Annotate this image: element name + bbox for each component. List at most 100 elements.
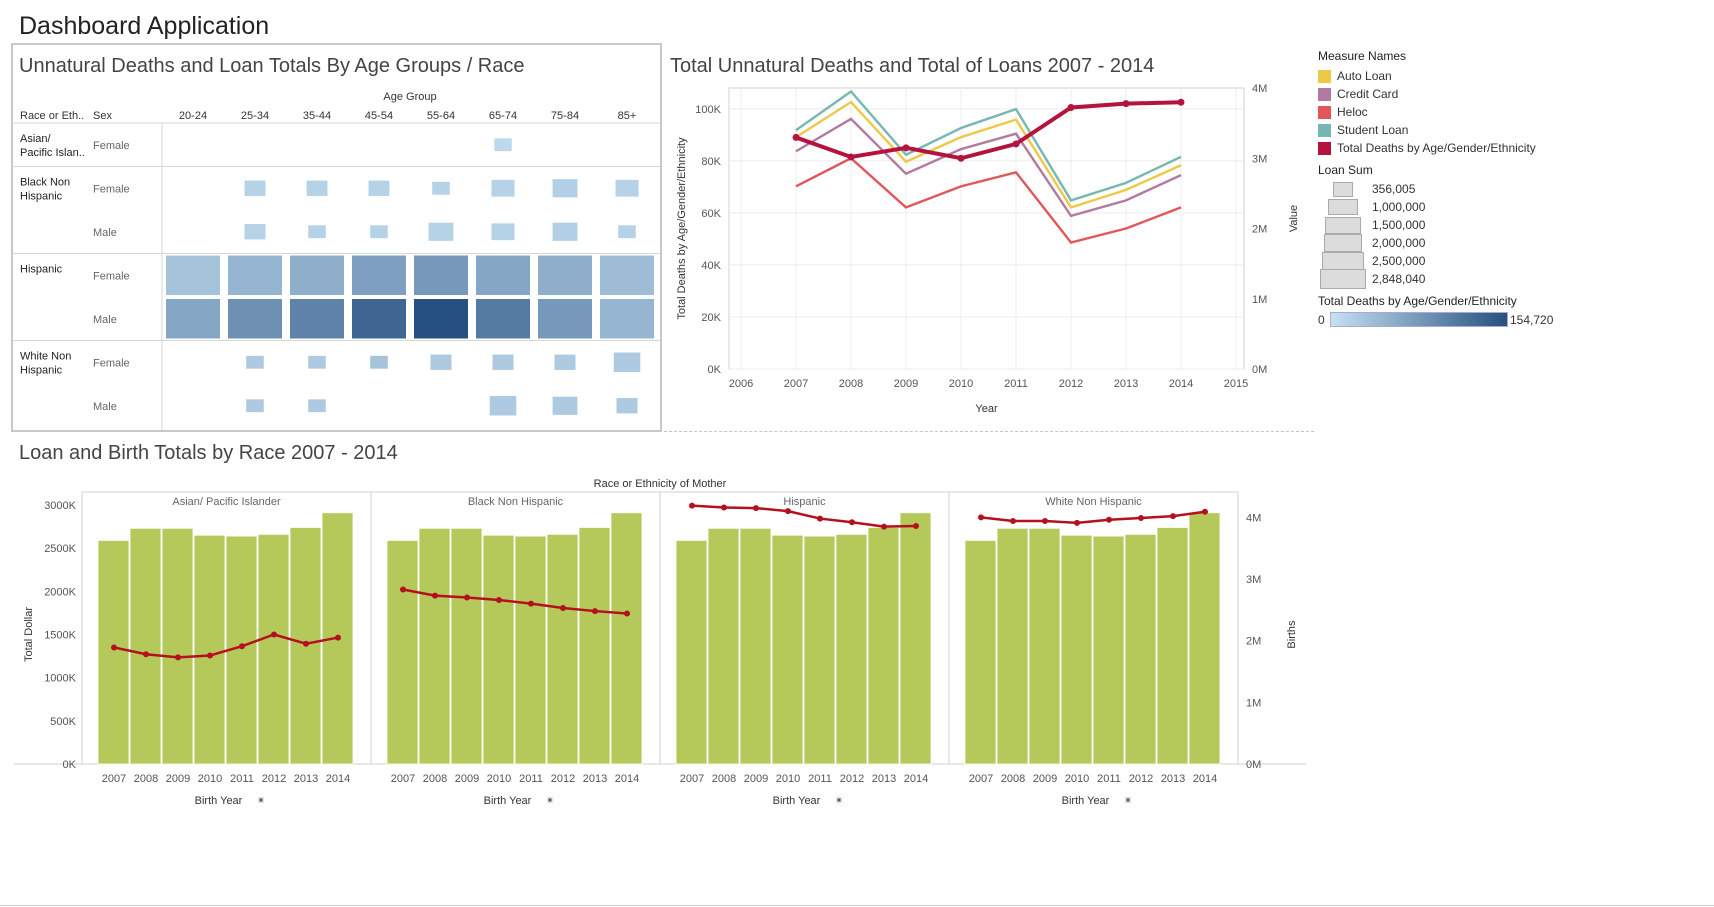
legend-label: Student Loan xyxy=(1337,123,1409,137)
pin-icon[interactable]: ✴ xyxy=(835,795,844,807)
color-legend[interactable]: 0 154,720 xyxy=(1318,312,1558,327)
x-tick-label: 2007 xyxy=(784,378,808,390)
size-legend-item: 2,500,000 xyxy=(1318,251,1558,271)
bar xyxy=(1060,534,1093,765)
x-tick-label: 2007 xyxy=(391,773,415,785)
heatmap-cell xyxy=(228,255,282,295)
series-point xyxy=(957,154,965,162)
size-legend-box xyxy=(1333,181,1353,197)
births-point xyxy=(624,610,630,617)
heatmap-cell xyxy=(368,180,390,196)
x-tick-label: 2013 xyxy=(294,773,318,785)
race-label: Hispanic xyxy=(20,191,63,203)
bar xyxy=(1188,512,1221,765)
line-chart-svg[interactable]: 0K 20K 40K 60K 80K 100K 0M 1M 2M 3M 4M 2006 2007 2008… xyxy=(665,84,1315,429)
age-group-header: Age Group xyxy=(383,91,436,103)
series-line xyxy=(795,89,1182,202)
heatmap-cell xyxy=(290,255,344,295)
y-tick-label: 100K xyxy=(695,104,721,116)
heatmap-cell xyxy=(308,355,326,369)
x-tick-label: 2010 xyxy=(487,773,511,785)
heatmap-cell xyxy=(308,399,326,413)
x-tick-label: 2011 xyxy=(519,773,543,785)
heatmap-cell xyxy=(538,255,592,295)
y-tick-label: 3000K xyxy=(44,500,76,512)
heatmap-cell xyxy=(414,255,468,295)
births-point xyxy=(239,643,245,650)
births-point xyxy=(753,505,759,512)
y2-tick-label: 2M xyxy=(1246,636,1261,648)
heatmap-panel[interactable] xyxy=(11,43,662,432)
x-tick-label: 2013 xyxy=(872,773,896,785)
bottom-edge xyxy=(0,905,1714,906)
heatmap-cell xyxy=(244,224,266,240)
series-point xyxy=(902,144,910,152)
x-tick-label: 2007 xyxy=(102,773,126,785)
bar xyxy=(97,539,130,765)
x-tick-label: 2008 xyxy=(712,773,736,785)
bar xyxy=(771,534,804,765)
bar xyxy=(835,533,868,765)
sex-column-header: Sex xyxy=(93,110,112,122)
bar xyxy=(546,533,579,765)
x-tick-label: 2009 xyxy=(1033,773,1057,785)
size-legend-item: 2,848,040 xyxy=(1318,269,1558,289)
y-tick-label: 20K xyxy=(701,312,721,324)
births-point xyxy=(913,522,919,529)
bar xyxy=(257,533,290,765)
x-tick-label: 2008 xyxy=(839,378,863,390)
sex-label: Male xyxy=(93,227,117,239)
measure-legend-item[interactable]: Auto Loan xyxy=(1318,67,1558,85)
pin-icon[interactable]: ✴ xyxy=(1124,795,1133,807)
size-legend[interactable]: 356,005 1,000,000 1,500,000 2,000,000 2,500,… xyxy=(1318,180,1558,289)
measure-legend-item[interactable]: Student Loan xyxy=(1318,121,1558,139)
births-point xyxy=(1074,519,1080,526)
pin-icon[interactable]: ✴ xyxy=(257,795,266,807)
bar xyxy=(1092,535,1125,765)
size-legend-item: 1,000,000 xyxy=(1318,198,1558,216)
pin-icon[interactable]: ✴ xyxy=(546,795,555,807)
y-tick-label: 1000K xyxy=(44,673,76,685)
heatmap-svg[interactable]: Age Group Race or Eth.. Sex 20-24 25-34 35-44… xyxy=(12,86,660,430)
x-tick-label: 2014 xyxy=(615,773,639,785)
births-point xyxy=(143,651,149,658)
births-point xyxy=(721,504,727,511)
measure-legend-item[interactable]: Heloc xyxy=(1318,103,1558,121)
births-point xyxy=(689,502,695,509)
size-legend-box xyxy=(1325,216,1361,234)
y-tick-label: 60K xyxy=(701,208,721,220)
section-divider xyxy=(664,431,1314,432)
group-axis-label: Race or Ethnicity of Mother xyxy=(594,478,727,490)
bar xyxy=(482,534,515,765)
x-tick-label: 2011 xyxy=(1004,378,1028,390)
x-tick-label: 2012 xyxy=(1129,773,1153,785)
race-label: Hispanic xyxy=(20,365,63,377)
bar-chart-svg[interactable]: Race or Ethnicity of Mother 0K 500K 1000K 15… xyxy=(12,472,1312,817)
births-point xyxy=(464,594,470,601)
measure-legend-item[interactable]: Credit Card xyxy=(1318,85,1558,103)
measure-legend[interactable]: Auto Loan Credit Card Heloc Student Loan Tot… xyxy=(1318,67,1558,157)
heatmap-cell xyxy=(432,181,450,195)
size-legend-label: 2,500,000 xyxy=(1372,254,1426,268)
bar xyxy=(386,539,419,765)
heatmap-cell xyxy=(246,355,264,369)
bar xyxy=(899,512,932,765)
bar xyxy=(193,534,226,765)
heatmap-cell xyxy=(491,223,515,241)
legend-panel: Measure Names Auto Loan Credit Card Heloc S… xyxy=(1318,49,1558,327)
sex-label: Female xyxy=(93,140,130,152)
x-tick-label: 2008 xyxy=(423,773,447,785)
births-line xyxy=(113,633,339,659)
births-point xyxy=(496,596,502,603)
measure-legend-item[interactable]: Total Deaths by Age/Gender/Ethnicity xyxy=(1318,139,1558,157)
series-line xyxy=(795,117,1182,218)
heatmap-cell xyxy=(494,138,512,152)
y2-tick-label: 4M xyxy=(1252,84,1267,95)
x-tick-label: 2011 xyxy=(230,773,254,785)
legend-swatch xyxy=(1318,123,1331,137)
x-tick-label: 2014 xyxy=(1193,773,1217,785)
size-legend-label: 2,848,040 xyxy=(1372,272,1426,286)
x-axis-label: Birth Year xyxy=(484,795,532,807)
race-label: Asian/ xyxy=(20,133,52,145)
heatmap-cell xyxy=(428,222,454,241)
